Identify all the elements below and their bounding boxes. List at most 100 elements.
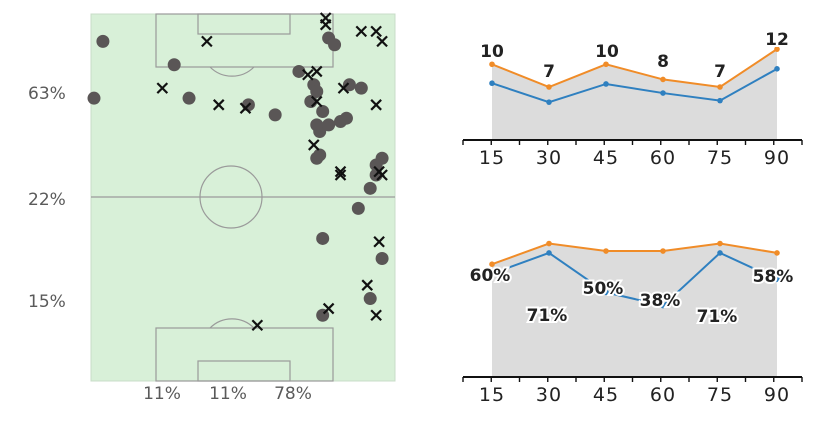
data-label-1: 71% xyxy=(527,306,568,326)
pitch-cross-6 xyxy=(310,65,323,78)
data-label-4: 7 xyxy=(714,62,726,82)
line-chart-top: 15 30 45 60 75 90 10 7 10 8 7 12 xyxy=(462,28,803,169)
pitch-dot-14 xyxy=(342,78,356,92)
data-label-0: 10 xyxy=(480,42,504,62)
pitch-cross-12 xyxy=(370,99,382,111)
series-0-point-1 xyxy=(546,84,552,90)
pitch-dot-5 xyxy=(328,38,342,52)
pitch-cross-20 xyxy=(361,279,374,291)
column-label-left: 11% xyxy=(143,384,181,404)
data-label-4: 71% xyxy=(697,307,738,327)
series-0-point-2 xyxy=(603,248,609,254)
series-line-1 xyxy=(491,67,778,104)
series-0-point-5 xyxy=(774,250,780,256)
pitch-dot-25 xyxy=(316,231,330,245)
series-1-point-1 xyxy=(546,99,552,105)
pitch-cross-15 xyxy=(334,165,347,178)
top-goal-box xyxy=(197,13,291,35)
bottom-penalty-arc xyxy=(209,318,255,329)
pitch-cross-19 xyxy=(373,236,385,248)
series-1-point-1 xyxy=(546,250,552,256)
data-label-2: 50% xyxy=(583,279,624,299)
pitch-cross-3 xyxy=(376,35,388,48)
x-tick-label-3: 60 xyxy=(650,384,676,406)
series-0-point-4 xyxy=(717,84,723,90)
pitch-dot-1 xyxy=(87,91,101,105)
x-tick-label-2: 45 xyxy=(593,384,619,406)
data-label-5: 58% xyxy=(753,267,794,287)
series-1-point-5 xyxy=(774,276,780,283)
pitch-cross-16 xyxy=(334,169,347,181)
pitch-dot-24 xyxy=(351,201,365,215)
pitch-dot-13 xyxy=(322,118,336,132)
series-1-point-0 xyxy=(489,270,495,277)
series-1-point-4 xyxy=(717,250,723,256)
data-label-3: 8 xyxy=(657,52,669,72)
pitch-dot-26 xyxy=(375,251,389,265)
pitch-dot-23 xyxy=(363,181,377,195)
area-fill xyxy=(492,243,777,377)
pitch-dot-10 xyxy=(316,105,330,119)
data-label-5: 12 xyxy=(765,30,789,50)
pitch-dot-17 xyxy=(334,115,348,129)
pitch-cross-5 xyxy=(201,35,213,48)
series-0-point-1 xyxy=(546,240,552,247)
series-1-point-3 xyxy=(660,90,666,96)
pitch-cross-10 xyxy=(239,102,252,114)
row-label-top: 63% xyxy=(28,84,66,104)
series-1-point-5 xyxy=(774,66,780,72)
pitch-cross-13 xyxy=(337,82,350,94)
pitch-dot-30 xyxy=(268,108,282,122)
pitch-lines xyxy=(91,13,395,382)
series-line-0 xyxy=(491,242,778,266)
pitch-cross-4 xyxy=(355,25,368,38)
top-penalty-arc xyxy=(209,66,255,77)
series-line-1 xyxy=(491,251,778,307)
line-chart-bottom: 15 30 45 60 75 90 60% 71% 50% 38% 71% 58% xyxy=(462,240,803,406)
pitch-map xyxy=(87,12,396,382)
x-tick-label-3: 60 xyxy=(650,147,676,169)
x-tick-label-0: 15 xyxy=(479,384,505,406)
pitch-markers xyxy=(87,12,389,332)
data-label-2: 10 xyxy=(595,42,619,62)
series-1-point-3 xyxy=(660,302,666,309)
x-tick-label-5: 90 xyxy=(764,384,790,406)
series-0-point-4 xyxy=(717,240,723,247)
pitch-cross-1 xyxy=(319,18,332,31)
series-1-point-0 xyxy=(489,80,495,87)
pitch-cross-23 xyxy=(251,319,264,332)
column-label-center: 11% xyxy=(209,384,247,404)
pitch-dot-3 xyxy=(182,91,196,105)
series-1-point-4 xyxy=(717,97,723,104)
series-1-point-2 xyxy=(603,81,609,87)
pitch-dot-2 xyxy=(167,58,181,72)
row-label-bottom: 15% xyxy=(28,292,66,312)
pitch-dot-0 xyxy=(96,34,110,48)
series-0-point-3 xyxy=(660,248,666,254)
series-0-point-2 xyxy=(603,61,609,68)
pitch-cross-18 xyxy=(376,169,388,181)
centre-circle xyxy=(199,165,263,229)
data-label-3: 38% xyxy=(640,291,681,311)
pitch-cross-22 xyxy=(370,309,382,322)
pitch-dot-19 xyxy=(310,151,324,165)
pitch-dot-8 xyxy=(310,84,324,98)
series-1-point-2 xyxy=(603,289,609,296)
column-label-right: 78% xyxy=(274,384,312,404)
pitch-cross-2 xyxy=(370,25,382,38)
pitch-cross-21 xyxy=(322,302,335,315)
pitch-cross-14 xyxy=(308,139,320,151)
pitch-dot-6 xyxy=(292,64,306,78)
x-tick-label-4: 75 xyxy=(707,384,733,406)
x-tick-label-5: 90 xyxy=(764,147,790,169)
series-0-point-0 xyxy=(489,261,495,268)
pitch-cross-9 xyxy=(212,99,225,111)
series-0-point-0 xyxy=(489,61,495,68)
pitch-cross-8 xyxy=(156,82,169,94)
x-tick-label-1: 30 xyxy=(536,147,562,169)
series-line-0 xyxy=(491,48,778,89)
area-fill xyxy=(492,49,777,141)
x-tick-label-1: 30 xyxy=(536,384,562,406)
pitch-dot-15 xyxy=(354,81,368,95)
